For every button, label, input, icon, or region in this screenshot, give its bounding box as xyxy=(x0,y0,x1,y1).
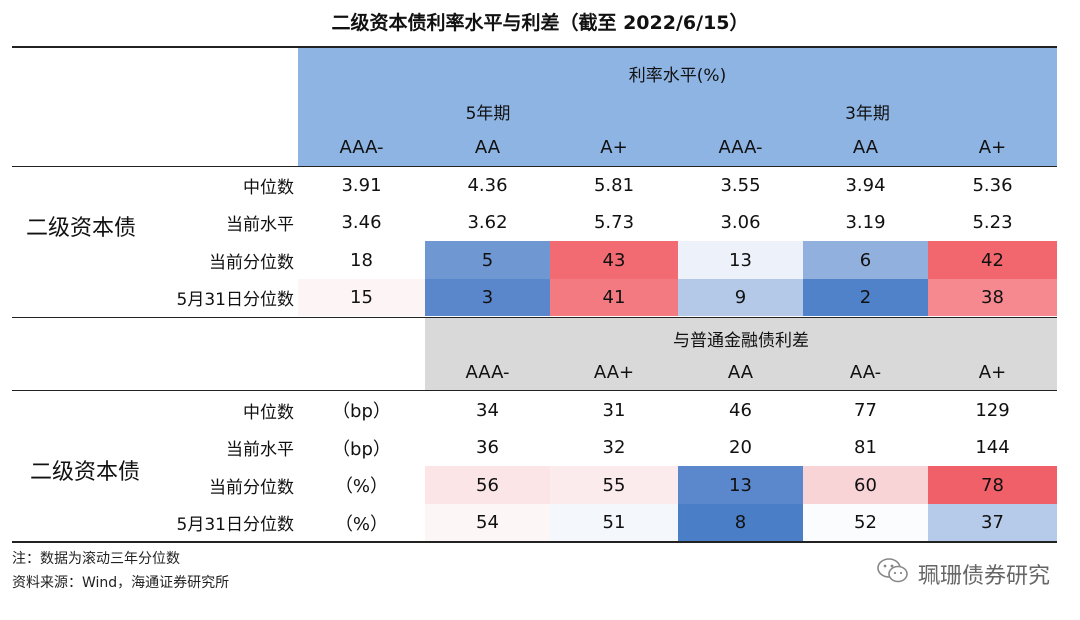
heat-cell: 51 xyxy=(550,504,678,541)
column-header: A+ xyxy=(600,136,628,158)
table-cell: 3.91 xyxy=(341,174,382,196)
unit-cell: （bp） xyxy=(332,438,391,460)
table-title: 二级资本债利率水平与利差（截至 2022/6/15） xyxy=(331,12,749,34)
table-cell: 3.55 xyxy=(720,174,761,196)
heat-cell: 52 xyxy=(803,504,928,541)
heat-cell: 42 xyxy=(928,241,1057,279)
table-cell: 144 xyxy=(975,437,1010,458)
table-cell: 5.81 xyxy=(593,174,635,196)
heat-cell: 13 xyxy=(678,241,803,279)
table-cell: 3.94 xyxy=(845,174,886,196)
table-cell: 5.23 xyxy=(972,212,1013,233)
heat-cell: 5 xyxy=(425,241,550,279)
heat-cell: 78 xyxy=(928,466,1057,504)
heat-cell: 6 xyxy=(803,241,928,279)
heat-cell: 56 xyxy=(425,466,550,504)
bottom-rule xyxy=(12,541,1057,543)
brand-name: 珮珊债券研究 xyxy=(917,564,1050,589)
column-header: A+ xyxy=(978,361,1007,383)
heat-cell: 9 xyxy=(678,279,803,316)
table-cell: 3.19 xyxy=(845,212,886,233)
unit-cell: （%） xyxy=(334,476,389,497)
heat-cell: 3 xyxy=(425,279,550,316)
heat-cell: 60 xyxy=(803,466,928,504)
section1-header-bg xyxy=(298,48,1057,166)
source-note: 资料来源：Wind，海通证券研究所 xyxy=(12,575,230,591)
column-header: AA xyxy=(474,136,501,158)
wechat-icon xyxy=(876,557,910,591)
table-cell: 4.36 xyxy=(467,174,508,196)
row-label: 5月31日分位数 xyxy=(176,290,294,310)
row-label: 当前分位数 xyxy=(209,477,294,498)
unit-cell: （%） xyxy=(334,513,389,535)
table-cell: 3.06 xyxy=(720,212,761,233)
table-cell: 81 xyxy=(854,437,877,458)
table-cell: 5.73 xyxy=(593,212,635,233)
row-label: 中位数 xyxy=(243,177,294,198)
heat-cell: 37 xyxy=(928,504,1057,541)
subgroup-5y: 5年期 xyxy=(465,103,511,124)
table-cell: 5.36 xyxy=(972,174,1013,196)
subgroup-3y: 3年期 xyxy=(845,103,890,124)
table-cell: 3.46 xyxy=(341,212,382,233)
heat-cell: 41 xyxy=(550,279,678,316)
footnote: 注：数据为滚动三年分位数 xyxy=(12,551,180,567)
brand-watermark: 珮珊债券研究 xyxy=(876,557,1050,591)
table-cell: 31 xyxy=(602,399,626,421)
section2-header-rule xyxy=(12,390,1057,391)
column-header: AA- xyxy=(849,361,882,383)
row-label: 5月31日分位数 xyxy=(176,515,294,535)
column-header: AA+ xyxy=(593,361,635,383)
section2-side-label: 二级资本债 xyxy=(30,460,141,485)
heat-cell: 2 xyxy=(803,279,928,316)
column-header: AAA- xyxy=(465,361,510,383)
table-cell: 34 xyxy=(476,399,499,421)
row-label: 当前水平 xyxy=(226,440,294,460)
unit-cell: （bp） xyxy=(332,401,391,422)
table-cell: 46 xyxy=(729,399,752,421)
heat-cell: 8 xyxy=(678,504,803,541)
heat-cell: 15 xyxy=(298,279,425,316)
heat-cell: 18 xyxy=(298,241,425,279)
section2-header-bg xyxy=(425,318,1057,390)
section1-group-label: 利率水平(%) xyxy=(628,65,727,86)
column-header: AAA- xyxy=(718,136,763,158)
table-cell: 36 xyxy=(476,437,499,458)
section-divider-rule xyxy=(12,317,1057,318)
section1-side-label: 二级资本债 xyxy=(26,216,137,241)
heat-cell: 13 xyxy=(678,466,803,504)
column-header: AAA- xyxy=(339,136,384,158)
table-cell: 3.62 xyxy=(467,212,508,233)
row-label: 中位数 xyxy=(243,402,294,423)
column-header: AA xyxy=(852,136,879,158)
table-cell: 20 xyxy=(729,437,752,458)
section1-header-rule xyxy=(12,166,1057,167)
table-cell: 32 xyxy=(602,437,626,458)
heat-cell: 55 xyxy=(550,466,678,504)
column-header: AA xyxy=(727,361,754,383)
heat-cell: 54 xyxy=(425,504,550,541)
heat-cell: 38 xyxy=(928,279,1057,316)
section2-group-label: 与普通金融债利差 xyxy=(673,330,809,351)
table-cell: 129 xyxy=(975,399,1010,421)
row-label: 当前分位数 xyxy=(209,252,294,273)
heat-cell: 43 xyxy=(550,241,678,279)
column-header: A+ xyxy=(978,136,1007,158)
table-cell: 77 xyxy=(854,399,877,421)
row-label: 当前水平 xyxy=(226,215,294,235)
top-rule xyxy=(12,46,1057,48)
